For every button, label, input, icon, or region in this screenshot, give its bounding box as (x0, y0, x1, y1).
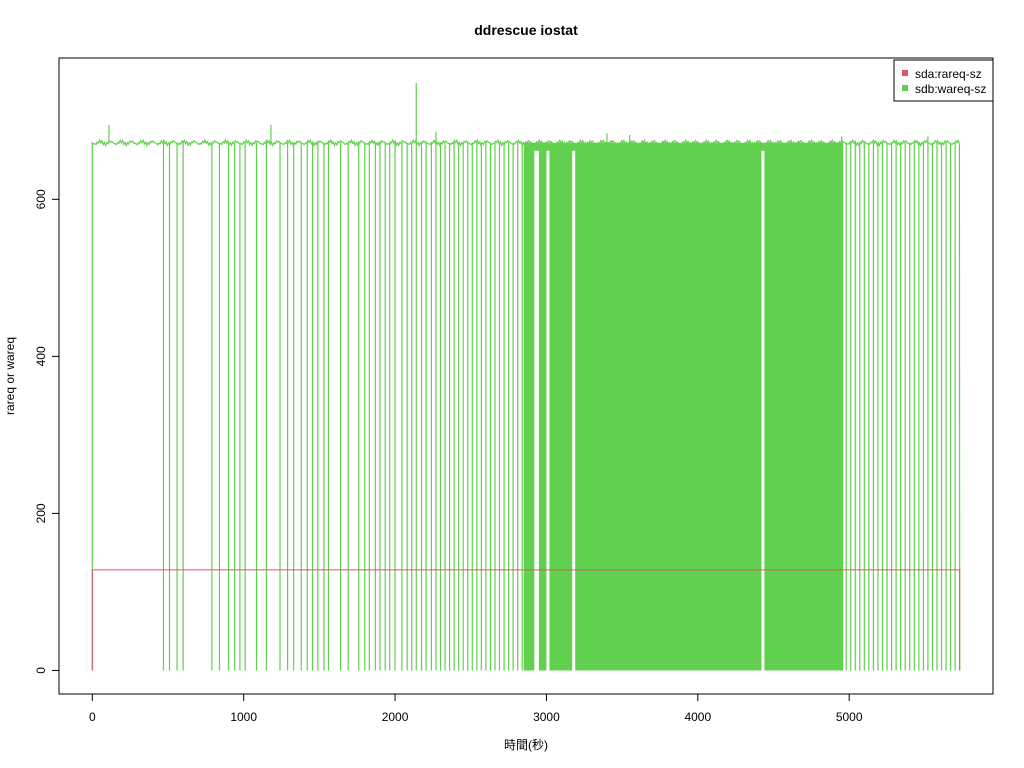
legend-swatch-sdb (902, 85, 908, 91)
x-axis-label: 時間(秒) (504, 738, 548, 752)
sdb-dense-gap-0 (534, 150, 539, 671)
y-tick-label-0: 0 (34, 667, 48, 674)
y-tick-label-2: 400 (34, 346, 48, 366)
sdb-baseline-line (90, 138, 961, 671)
y-axis-label: rareq or wareq (3, 337, 17, 415)
x-tick-label-4: 4000 (684, 710, 711, 724)
chart-title: ddrescue iostat (474, 22, 578, 38)
sda-series-line (91, 569, 961, 671)
x-tick-label-2: 2000 (382, 710, 409, 724)
legend-swatch-sda (902, 70, 908, 76)
sdb-dense-gap-3 (761, 150, 765, 671)
x-tick-label-5: 5000 (836, 710, 863, 724)
y-tick-label-3: 600 (34, 189, 48, 209)
x-tick-label-0: 0 (89, 710, 96, 724)
legend: sda:rareq-sz sdb:wareq-sz (893, 59, 994, 102)
x-tick-label-3: 3000 (533, 710, 560, 724)
sdb-dense-gap-1 (546, 150, 550, 671)
x-tick-label-1: 1000 (230, 710, 257, 724)
legend-label-sda: sda:rareq-sz (915, 67, 982, 81)
series-layer (90, 83, 961, 671)
legend-box (893, 59, 994, 102)
y-tick-label-1: 200 (34, 503, 48, 523)
legend-label-sdb: sdb:wareq-sz (915, 82, 986, 96)
sdb-dense-region (523, 142, 844, 671)
plot-frame (58, 57, 994, 695)
sdb-dense-gap-2 (572, 150, 576, 671)
